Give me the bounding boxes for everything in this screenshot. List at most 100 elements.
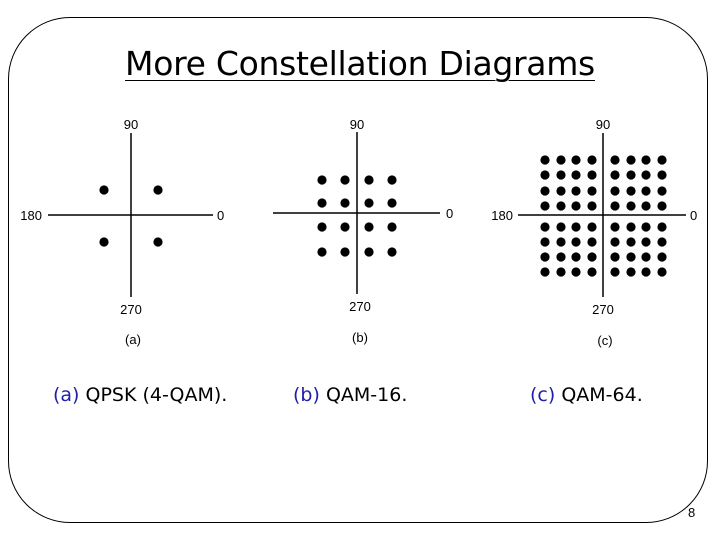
constellation-point <box>556 267 566 277</box>
constellation-points <box>99 185 163 247</box>
constellation-point <box>540 222 550 232</box>
constellation-diagram-c: 90 0 180 270 (c) <box>491 117 697 348</box>
constellation-point <box>587 267 597 277</box>
constellation-point <box>610 252 620 262</box>
constellation-point <box>610 267 620 277</box>
slide-title-text: More Constellation Diagrams <box>125 44 595 83</box>
diagram-label: (c) <box>597 333 612 348</box>
constellation-point <box>387 198 397 208</box>
constellation-point <box>571 222 581 232</box>
caption-a: (a) QPSK (4-QAM). <box>53 384 227 406</box>
constellation-diagram-b: 90 0 270 (b) <box>273 117 453 345</box>
constellation-point <box>317 175 327 185</box>
axis-label-90: 90 <box>596 117 610 132</box>
constellation-point <box>317 198 327 208</box>
constellation-point <box>657 222 667 232</box>
constellation-diagram-a: 90 0 180 270 (a) <box>20 117 224 347</box>
constellation-point <box>556 201 566 211</box>
constellation-point <box>540 186 550 196</box>
slide-title: More Constellation Diagrams <box>0 42 720 86</box>
constellation-point <box>571 252 581 262</box>
constellation-point <box>626 267 636 277</box>
constellation-point <box>587 155 597 165</box>
constellation-point <box>364 222 374 232</box>
caption-text: QAM-64. <box>561 384 643 406</box>
constellation-point <box>340 222 350 232</box>
constellation-point <box>540 237 550 247</box>
axis-label-0: 0 <box>217 208 224 223</box>
constellation-point <box>626 252 636 262</box>
constellation-point <box>364 198 374 208</box>
constellation-point <box>364 175 374 185</box>
constellation-point <box>571 170 581 180</box>
axis-label-0: 0 <box>690 208 697 223</box>
constellation-point <box>626 170 636 180</box>
constellation-point <box>626 237 636 247</box>
caption-letter: (b) <box>293 384 320 406</box>
constellation-points <box>317 175 397 257</box>
constellation-point <box>99 237 109 247</box>
constellation-point <box>556 186 566 196</box>
constellation-point <box>626 155 636 165</box>
constellation-point <box>340 198 350 208</box>
constellation-point <box>610 155 620 165</box>
constellation-point <box>587 170 597 180</box>
constellation-point <box>610 170 620 180</box>
constellation-point <box>571 267 581 277</box>
constellation-point <box>556 155 566 165</box>
axis-label-180: 180 <box>20 208 42 223</box>
constellation-point <box>317 222 327 232</box>
caption-b: (b) QAM-16. <box>293 384 407 406</box>
axis-label-0: 0 <box>446 206 453 221</box>
constellation-point <box>587 237 597 247</box>
constellation-point <box>571 237 581 247</box>
constellation-point <box>540 267 550 277</box>
constellation-point <box>340 175 350 185</box>
constellation-point <box>626 186 636 196</box>
axis-label-180: 180 <box>491 208 513 223</box>
constellation-point <box>641 186 651 196</box>
constellation-point <box>540 201 550 211</box>
constellation-point <box>587 186 597 196</box>
constellation-point <box>387 247 397 257</box>
constellation-point <box>556 237 566 247</box>
constellation-point <box>540 170 550 180</box>
constellation-point <box>556 252 566 262</box>
constellation-point <box>153 185 163 195</box>
constellation-point <box>657 252 667 262</box>
constellation-point <box>641 222 651 232</box>
caption-text: QAM-16. <box>325 384 408 406</box>
constellation-point <box>610 186 620 196</box>
constellation-point <box>626 201 636 211</box>
caption-c: (c) QAM-64. <box>530 384 643 406</box>
constellation-point <box>571 186 581 196</box>
constellation-point <box>626 222 636 232</box>
constellation-point <box>657 201 667 211</box>
constellation-point <box>587 222 597 232</box>
constellation-point <box>641 201 651 211</box>
constellation-point <box>587 201 597 211</box>
constellation-point <box>571 201 581 211</box>
constellation-point <box>641 170 651 180</box>
constellation-point <box>317 247 327 257</box>
constellation-point <box>610 237 620 247</box>
constellation-point <box>587 252 597 262</box>
constellation-point <box>571 155 581 165</box>
axis-label-90: 90 <box>124 117 138 132</box>
axis-label-270: 270 <box>592 302 614 317</box>
axis-label-270: 270 <box>349 299 371 314</box>
caption-text: QPSK (4-QAM). <box>85 384 228 406</box>
constellation-point <box>641 237 651 247</box>
constellation-point <box>153 237 163 247</box>
diagram-label: (b) <box>352 330 368 345</box>
constellation-point <box>364 247 374 257</box>
constellation-point <box>657 267 667 277</box>
axis-label-90: 90 <box>350 117 364 132</box>
caption-letter: (a) <box>53 384 80 406</box>
constellation-point <box>641 155 651 165</box>
page-number: 8 <box>688 505 696 520</box>
constellation-points <box>540 155 667 277</box>
constellation-point <box>657 186 667 196</box>
constellation-point <box>556 222 566 232</box>
